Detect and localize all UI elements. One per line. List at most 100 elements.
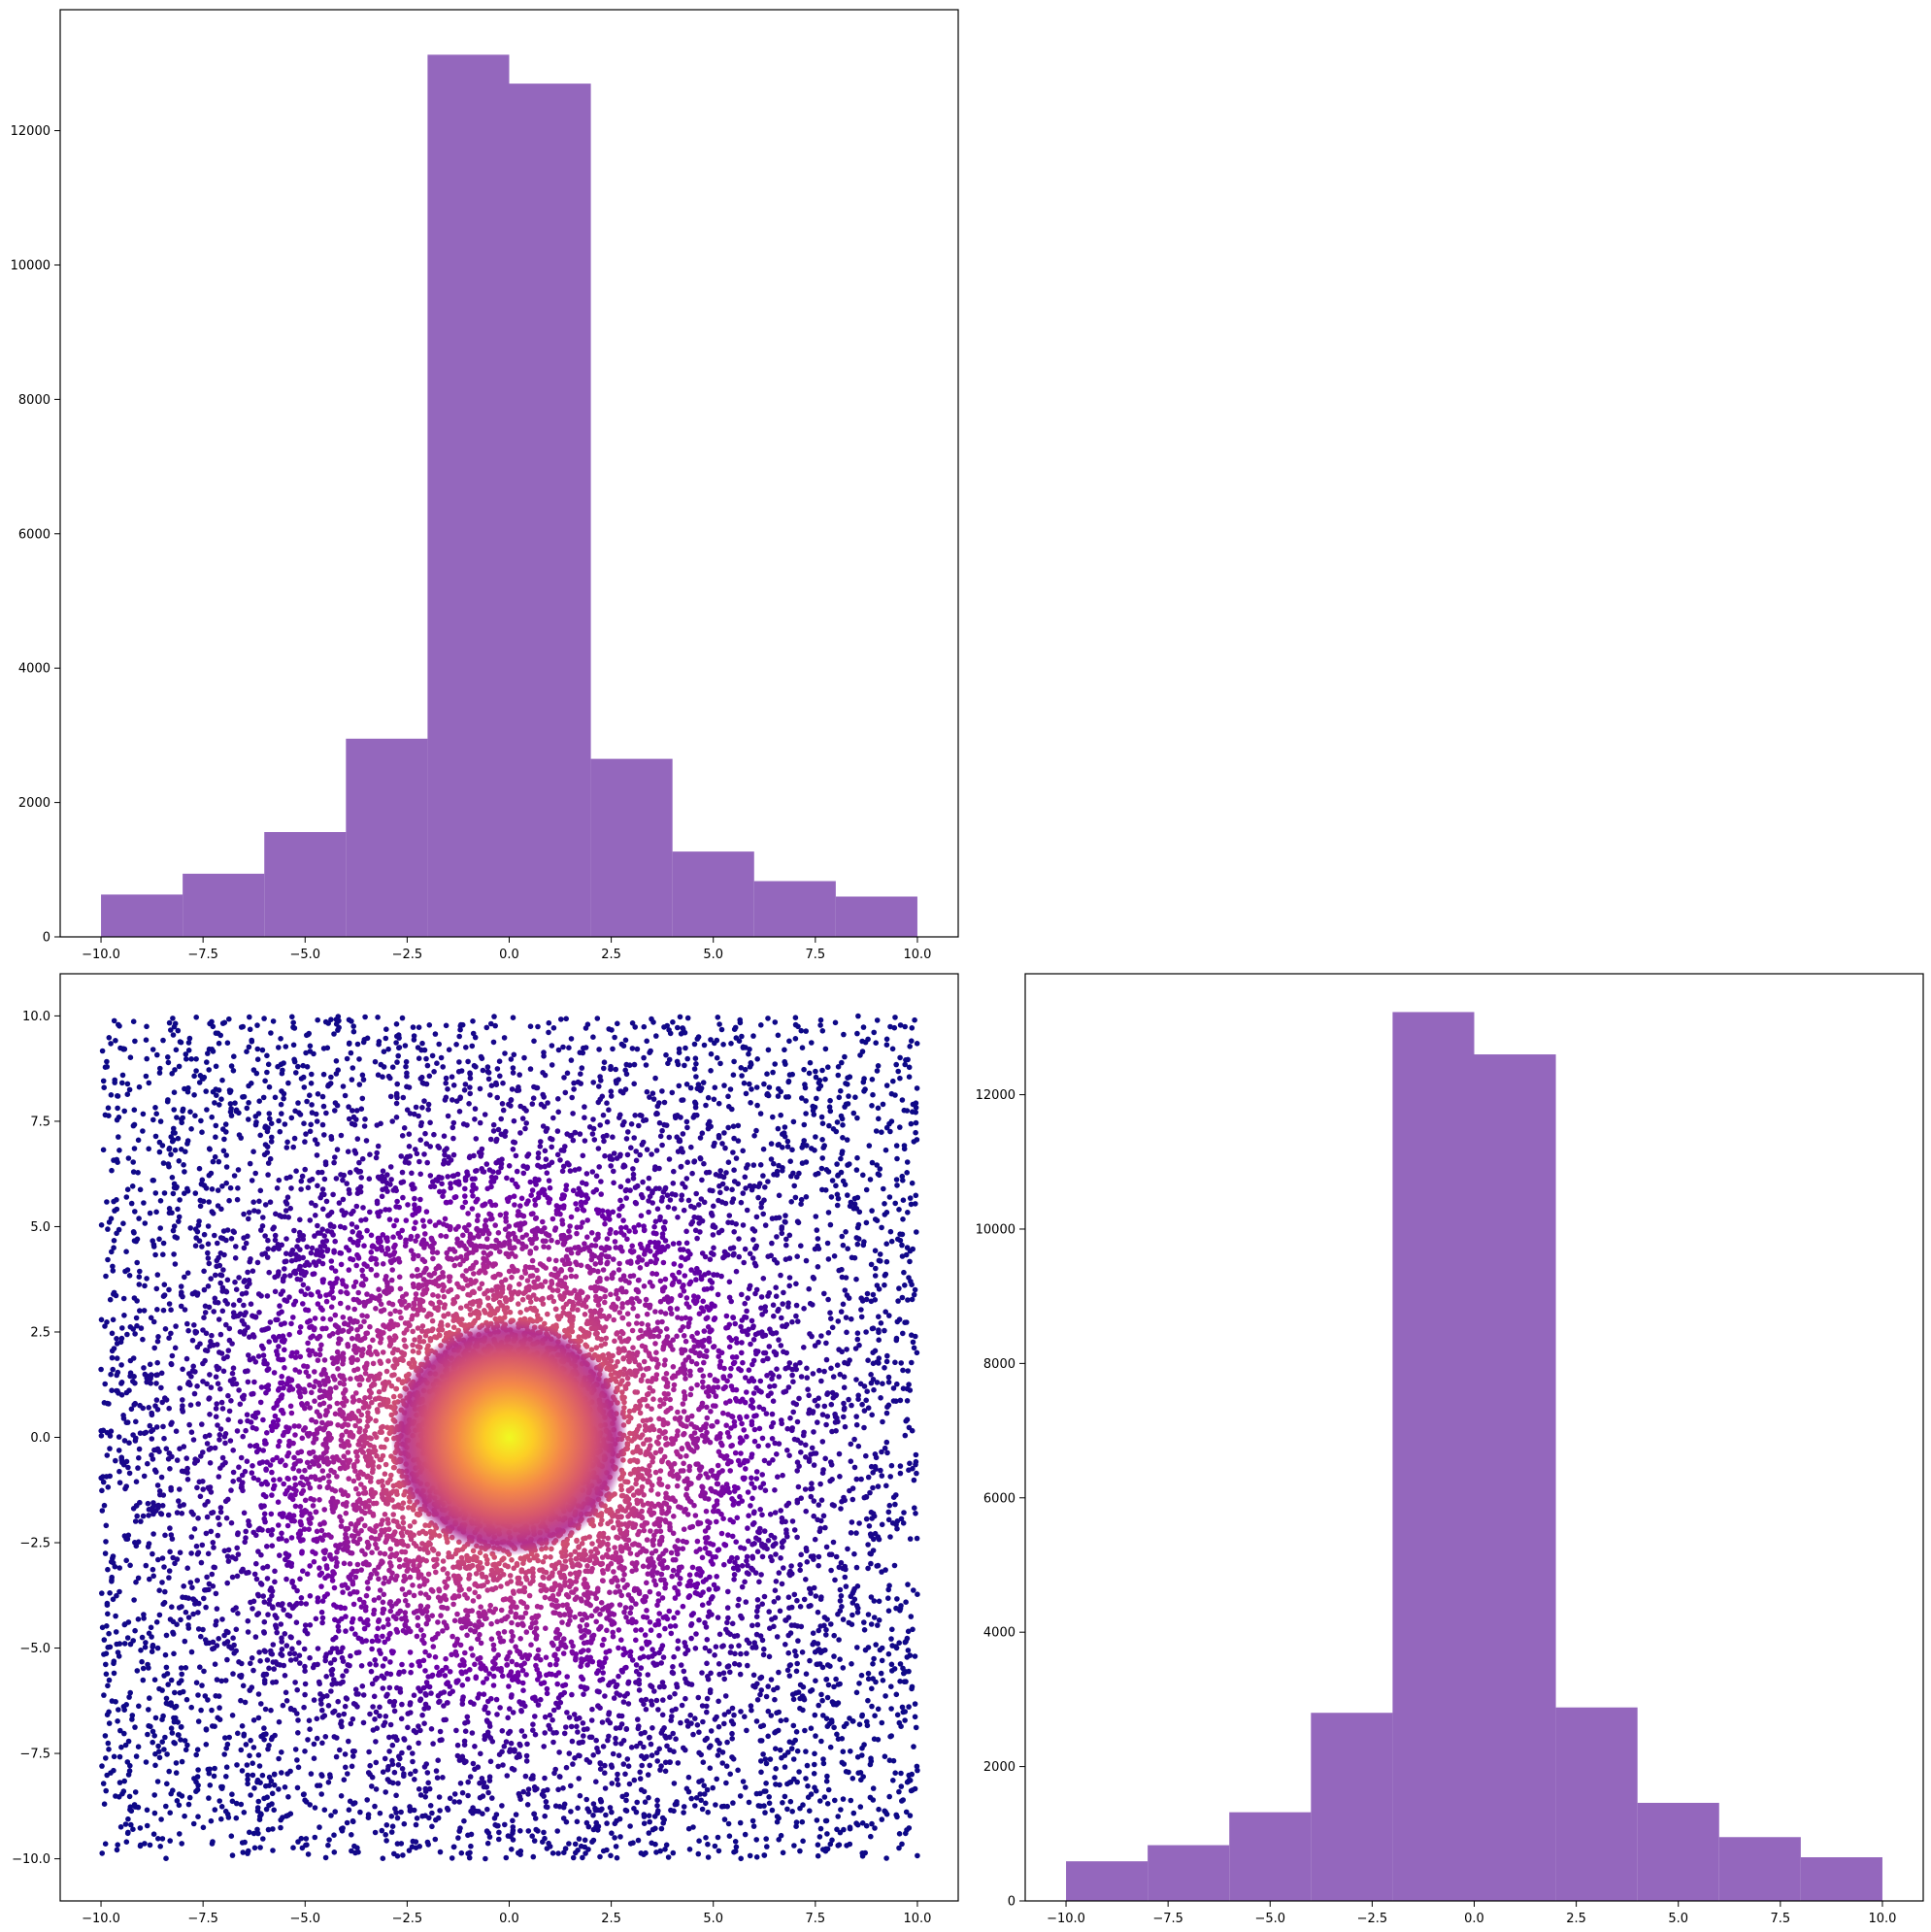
scatter-point [215, 1381, 221, 1386]
scatter-point [117, 1588, 122, 1595]
scatter-point [253, 1532, 259, 1539]
scatter-point [176, 1214, 183, 1220]
scatter-point [737, 1671, 744, 1678]
scatter-point [279, 1652, 285, 1658]
scatter-point [782, 1793, 788, 1800]
scatter-point [103, 1661, 109, 1668]
scatter-point [241, 1731, 248, 1738]
scatter-point [906, 1382, 912, 1387]
scatter-point [167, 1466, 173, 1472]
scatter-point [867, 1531, 874, 1537]
scatter-point [810, 1274, 816, 1281]
scatter-point [419, 1105, 425, 1111]
scatter-point [604, 1847, 610, 1853]
scatter-point [260, 1565, 266, 1571]
scatter-point [784, 1781, 790, 1787]
scatter-point [165, 1059, 172, 1066]
scatter-point [750, 1237, 756, 1243]
scatter-point [820, 1760, 827, 1767]
scatter-point [744, 1308, 749, 1315]
scatter-point [485, 1789, 491, 1796]
scatter-point [404, 1073, 410, 1080]
scatter-point [231, 1229, 237, 1235]
scatter-point [839, 1233, 846, 1240]
scatter-point [311, 1741, 317, 1748]
scatter-point [778, 1272, 783, 1279]
scatter-point [574, 1723, 580, 1730]
scatter-point [269, 1790, 276, 1797]
scatter-point [794, 1174, 800, 1181]
scatter-point [778, 1508, 783, 1514]
scatter-point [703, 1170, 710, 1176]
scatter-point [399, 1766, 406, 1772]
scatter-point [321, 1132, 327, 1138]
scatter-point [720, 1254, 726, 1261]
scatter-point [868, 1833, 874, 1840]
scatter-point [288, 1185, 294, 1191]
scatter-point [709, 1249, 715, 1256]
scatter-point [147, 1422, 153, 1429]
scatter-point [221, 1632, 227, 1639]
scatter-point [226, 1197, 232, 1204]
scatter-point [172, 1560, 178, 1567]
scatter-point [774, 1234, 780, 1240]
scatter-point [729, 1199, 735, 1205]
scatter-point [842, 1359, 848, 1366]
scatter-point [575, 1729, 581, 1735]
scatter-point [99, 1487, 105, 1494]
scatter-point [854, 1154, 860, 1161]
scatter-point [870, 1785, 877, 1791]
scatter-point [235, 1185, 241, 1191]
scatter-point [777, 1608, 783, 1615]
scatter-point [386, 1698, 393, 1705]
scatter-point [673, 1736, 679, 1742]
scatter-point [742, 1300, 748, 1307]
scatter-point [427, 1119, 433, 1126]
scatter-point [744, 1207, 750, 1214]
scatter-point [778, 1088, 783, 1095]
scatter-point [616, 1815, 623, 1822]
scatter-point [239, 1660, 245, 1667]
scatter-point [156, 1236, 162, 1243]
scatter-point [503, 1739, 510, 1745]
scatter-point [801, 1596, 808, 1603]
scatter-point [163, 1632, 170, 1639]
scatter-point [246, 1044, 252, 1050]
scatter-point [202, 1693, 209, 1699]
scatter-point [233, 1244, 239, 1249]
scatter-point [163, 1855, 169, 1861]
scatter-point [694, 1036, 701, 1042]
scatter-point [823, 1778, 830, 1784]
scatter-point [570, 1111, 576, 1116]
scatter-point [757, 1675, 763, 1682]
scatter-point [879, 1224, 884, 1231]
scatter-point [195, 1692, 201, 1698]
scatter-point [897, 1022, 904, 1028]
scatter-point [252, 1170, 259, 1177]
scatter-point [743, 1185, 749, 1191]
scatter-point [787, 1568, 793, 1575]
scatter-point [281, 1095, 286, 1102]
scatter-point [309, 1245, 316, 1251]
scatter-point [835, 1195, 842, 1202]
scatter-point [704, 1637, 711, 1643]
scatter-point [167, 1549, 173, 1555]
scatter-point [290, 1042, 297, 1049]
scatter-point [770, 1302, 777, 1308]
histogram-bar [835, 896, 917, 937]
scatter-point [192, 1190, 199, 1196]
scatter-point [137, 1308, 143, 1314]
scatter-point [824, 1414, 831, 1419]
scatter-point [125, 1738, 132, 1745]
scatter-point [786, 1662, 793, 1669]
scatter-point [716, 1183, 722, 1189]
scatter-point [742, 1246, 749, 1252]
scatter-point [246, 1100, 251, 1106]
scatter-point [116, 1707, 121, 1713]
scatter-point [194, 1484, 200, 1491]
scatter-point [804, 1762, 811, 1769]
scatter-point [673, 1115, 679, 1121]
scatter-point [819, 1470, 826, 1476]
scatter-point [201, 1231, 208, 1238]
scatter-point [685, 1774, 692, 1781]
